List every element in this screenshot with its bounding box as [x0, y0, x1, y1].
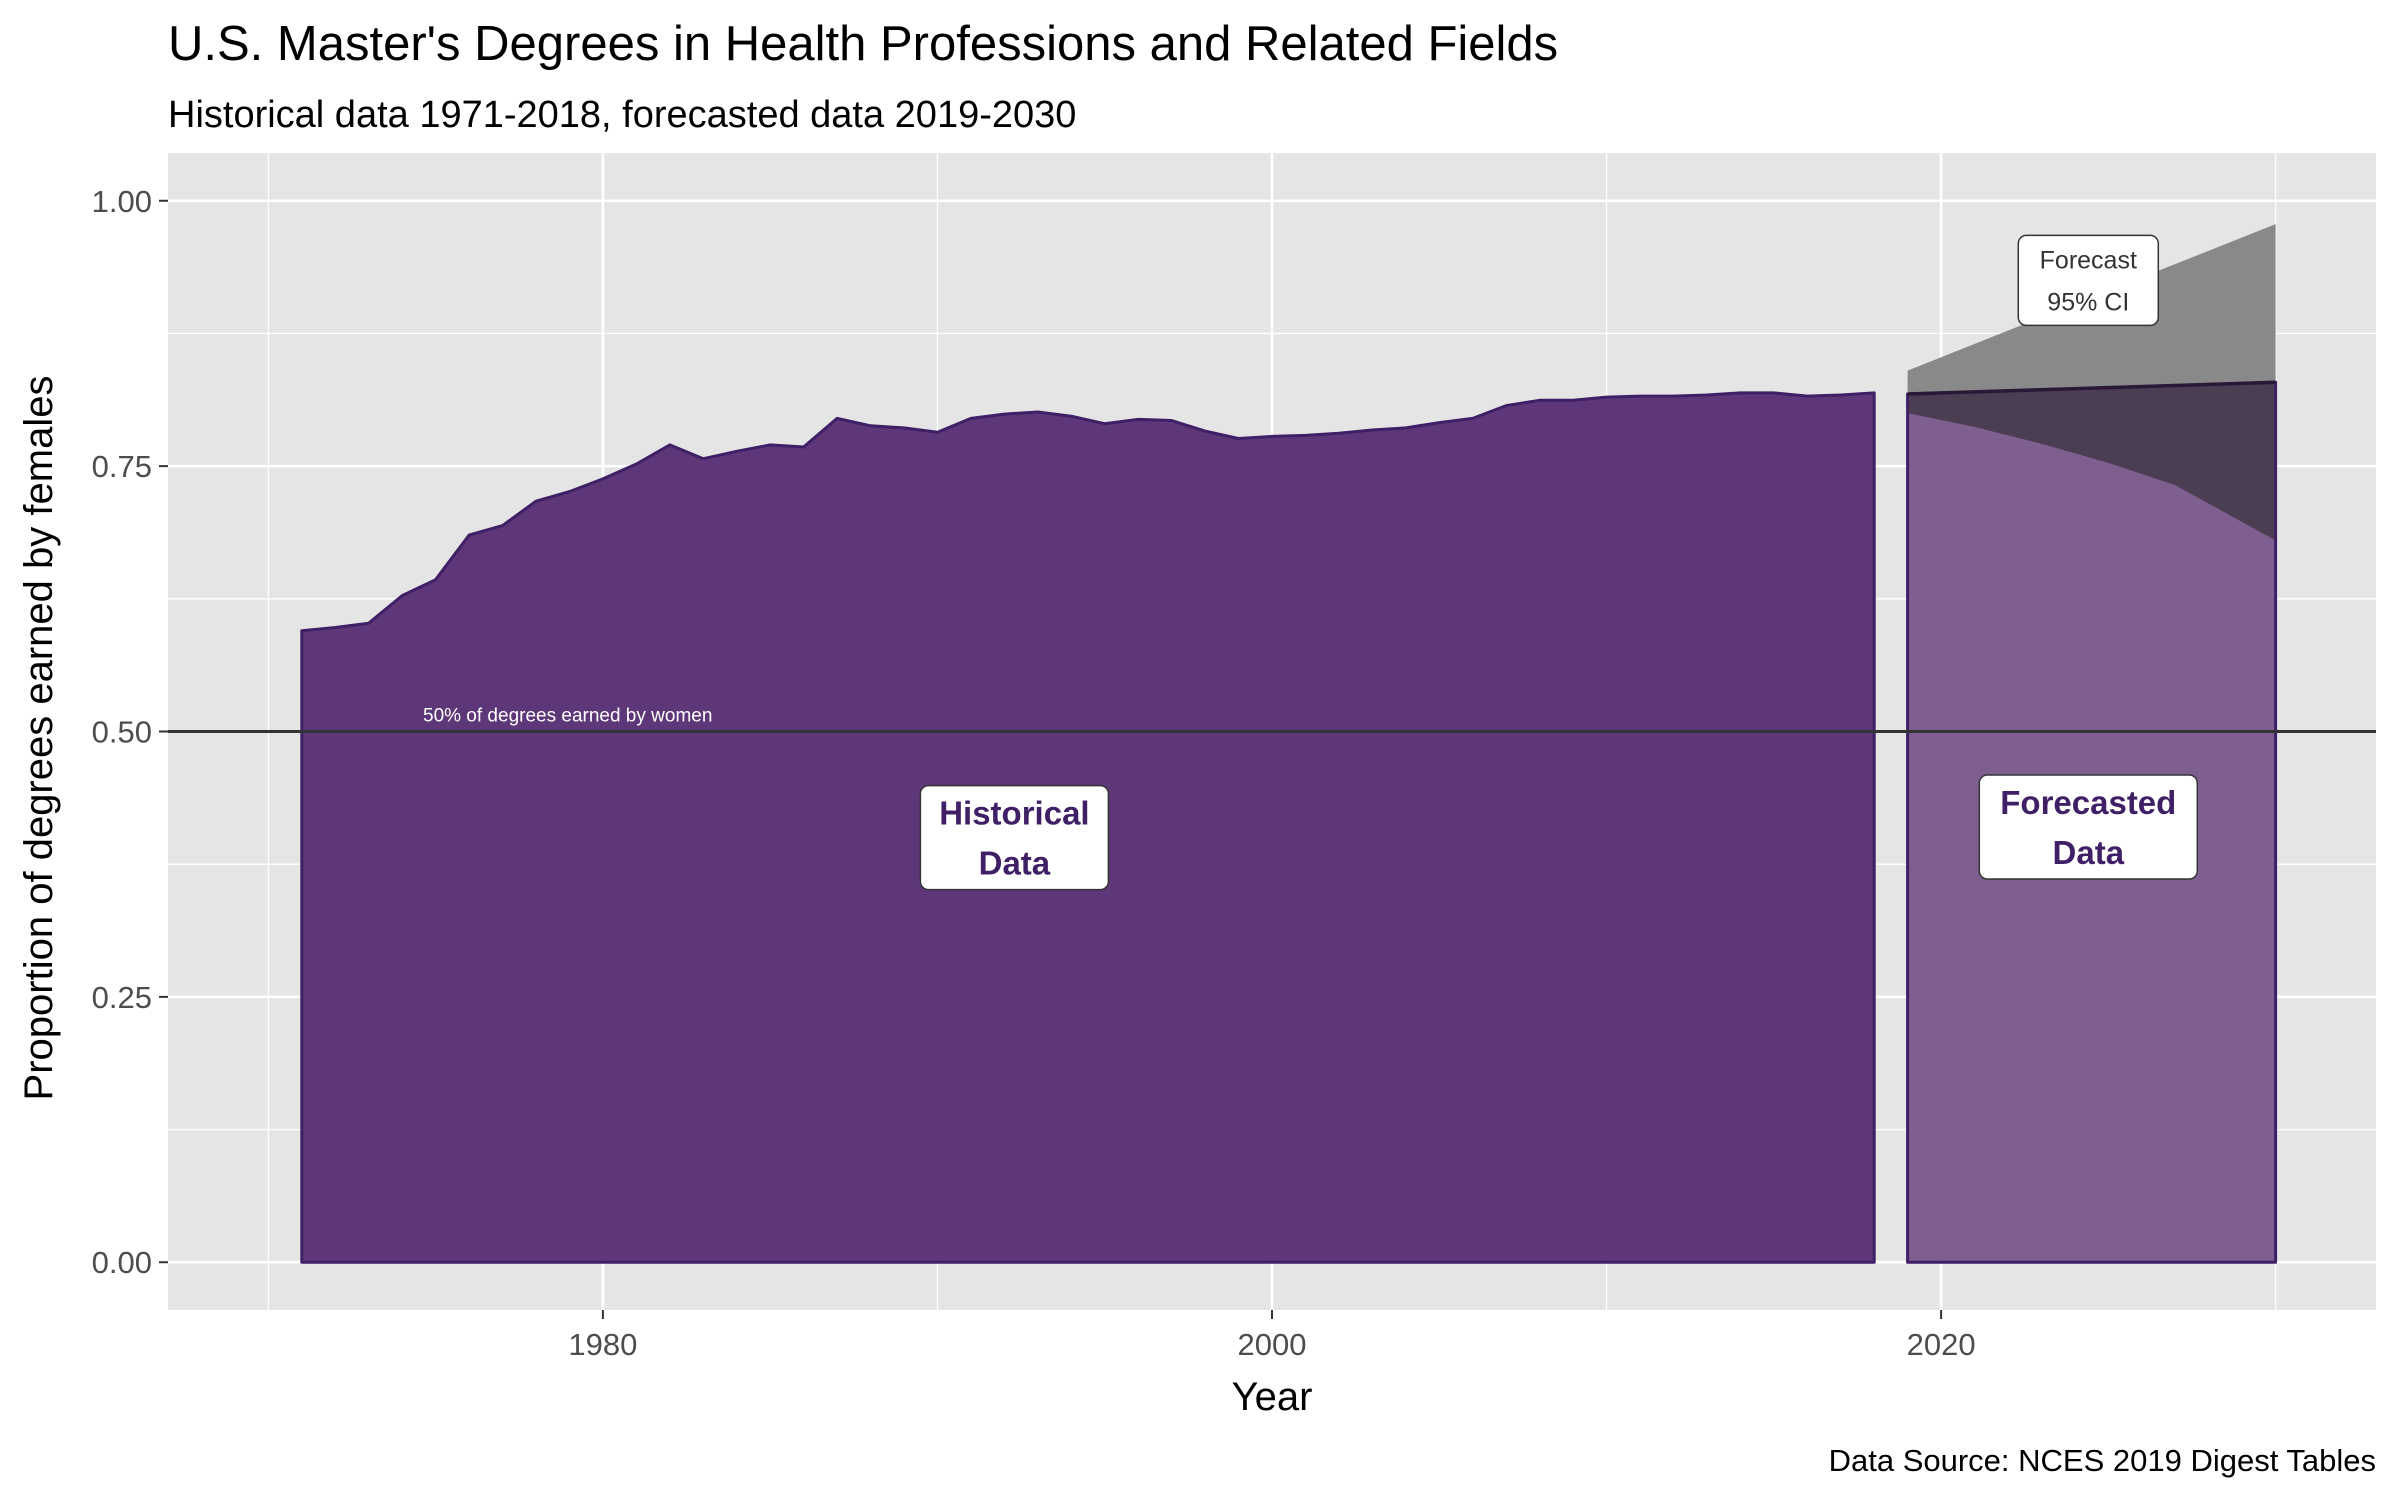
- y-tick-label: 0.50: [92, 715, 152, 750]
- caption: Data Source: NCES 2019 Digest Tables: [1829, 1443, 2376, 1478]
- historical-data-label-box: [919, 784, 1110, 891]
- x-axis-title: Year: [1232, 1375, 1313, 1419]
- historical-data-label: Historical: [939, 795, 1089, 832]
- historical-data-label: Data: [979, 845, 1051, 882]
- forecasted-data-label-box: [1978, 774, 2199, 880]
- x-tick-label: 2020: [1907, 1327, 1976, 1362]
- y-tick-label: 0.00: [92, 1245, 152, 1280]
- annotations: 50% of degrees earned by women Historical…: [423, 234, 2199, 891]
- y-tick-label: 1.00: [92, 184, 152, 219]
- reference-line-label: 50% of degrees earned by women: [423, 706, 712, 727]
- y-tick-label: 0.25: [92, 980, 152, 1015]
- forecasted-data-label: Data: [2053, 834, 2125, 871]
- forecast-ci-label: 95% CI: [2047, 288, 2129, 316]
- y-tick-label: 0.75: [92, 449, 152, 484]
- y-axis-title: Proportion of degrees earned by females: [17, 376, 61, 1101]
- forecast-ci-label: Forecast: [2040, 246, 2137, 274]
- x-tick-label: 2000: [1238, 1327, 1307, 1362]
- y-axis: 0.00 0.25 0.50 0.75 1.00: [92, 184, 168, 1280]
- x-axis: 1980 2000 2020: [568, 1310, 1976, 1362]
- x-tick-label: 1980: [568, 1327, 637, 1362]
- chart-subtitle: Historical data 1971-2018, forecasted da…: [168, 94, 1076, 136]
- forecast-ci-label-box: [2017, 234, 2160, 327]
- forecasted-data-label: Forecasted: [2000, 784, 2176, 821]
- chart-title: U.S. Master's Degrees in Health Professi…: [168, 17, 1558, 71]
- ci-band-lower: [1907, 382, 2276, 541]
- forecast-line: [1907, 380, 2276, 396]
